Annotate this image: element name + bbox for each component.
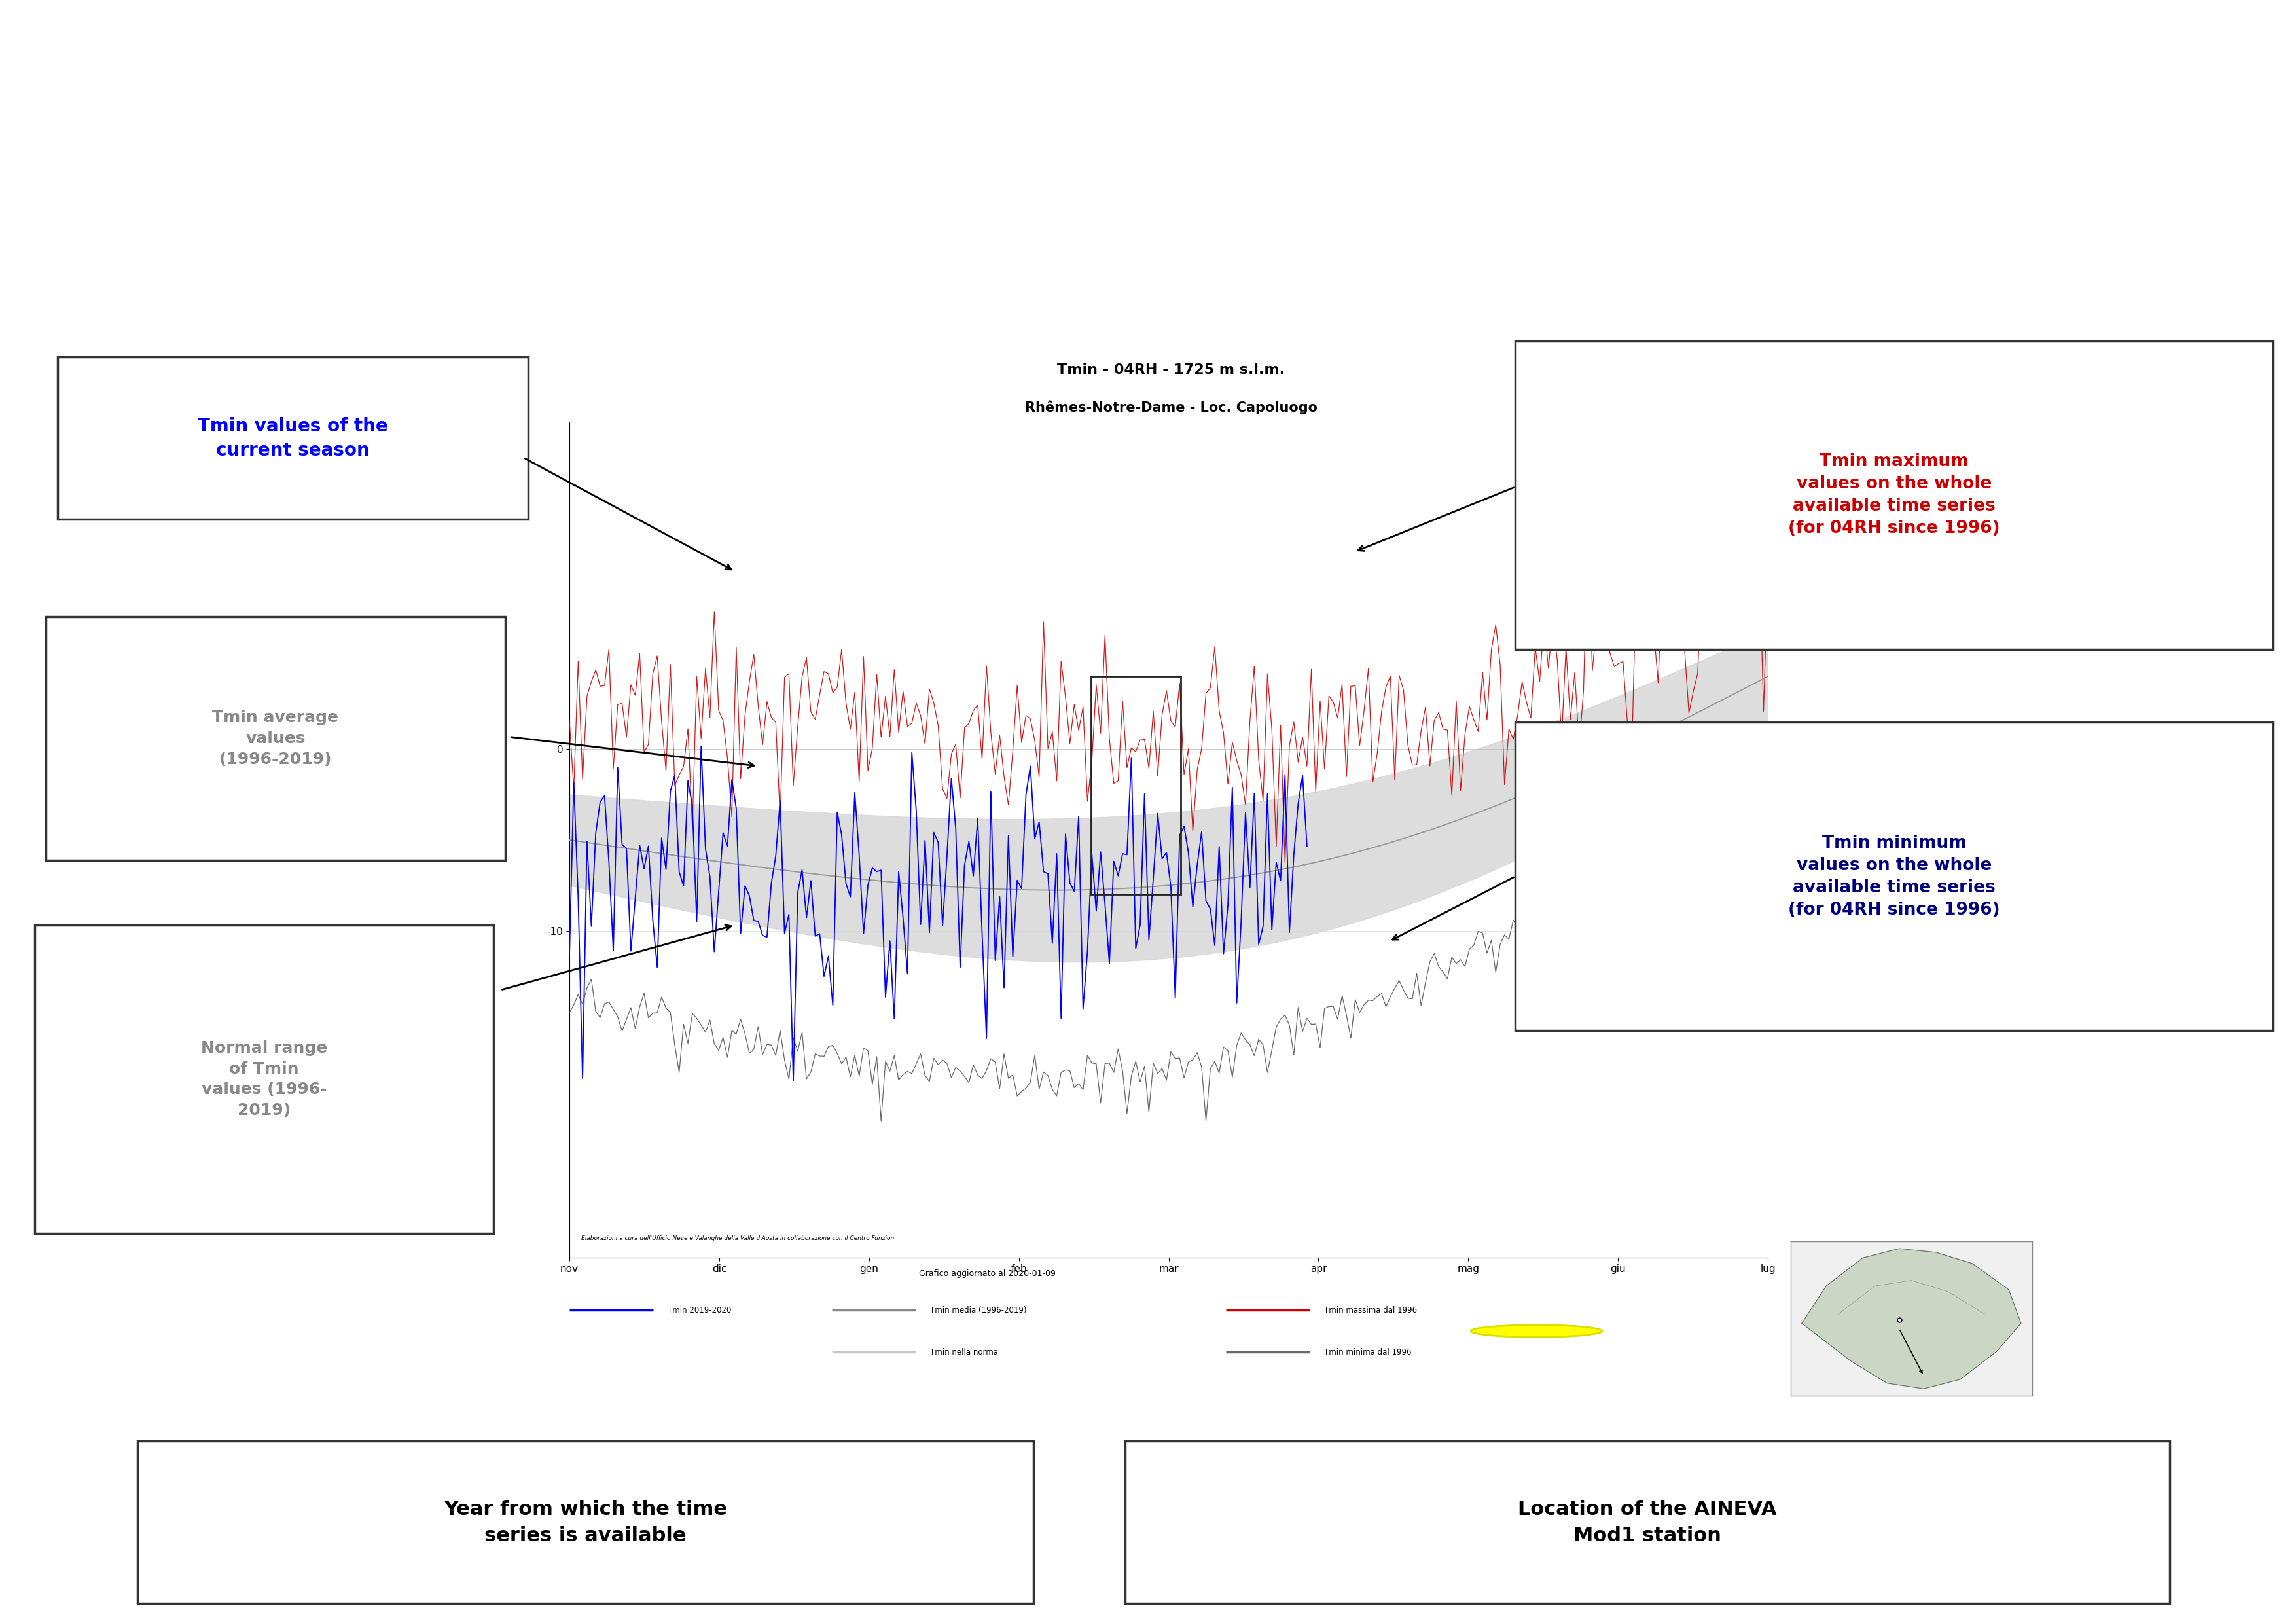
Text: Normal range
of Tmin
values (1996-
2019): Normal range of Tmin values (1996- 2019)	[200, 1040, 328, 1118]
Text: Elaborazioni a cura dell'Ufficio Neve e Valanghe della Valle d'Aosta in collabor: Elaborazioni a cura dell'Ufficio Neve e …	[581, 1235, 895, 1242]
Text: Tmin average
values
(1996-2019): Tmin average values (1996-2019)	[211, 709, 340, 768]
Text: Grafico aggiornato al 2020-01-09: Grafico aggiornato al 2020-01-09	[918, 1269, 1056, 1277]
Text: Tmin minima dal 1996: Tmin minima dal 1996	[1325, 1347, 1412, 1357]
Circle shape	[1472, 1324, 1603, 1337]
Text: Tmin minimum
values on the whole
available time series
(for 04RH since 1996): Tmin minimum values on the whole availab…	[1789, 834, 2000, 919]
Text: Location of the AINEVA
Mod1 station: Location of the AINEVA Mod1 station	[1518, 1500, 1777, 1545]
Text: Year from which the time
series is available: Year from which the time series is avail…	[443, 1500, 728, 1545]
Text: Rhêmes-Notre-Dame - Loc. Capoluogo: Rhêmes-Notre-Dame - Loc. Capoluogo	[1024, 401, 1318, 414]
Text: Tmin nella norma: Tmin nella norma	[930, 1347, 999, 1357]
Text: Tmin values of the
current season: Tmin values of the current season	[197, 417, 388, 459]
Polygon shape	[1802, 1248, 2020, 1389]
Text: Tmin media (1996-2019): Tmin media (1996-2019)	[930, 1307, 1026, 1315]
Text: Tmin massima dal 1996: Tmin massima dal 1996	[1325, 1307, 1417, 1315]
Text: Tmin maximum
values on the whole
available time series
(for 04RH since 1996): Tmin maximum values on the whole availab…	[1789, 453, 2000, 537]
Text: Tmin - 04RH - 1725 m s.l.m.: Tmin - 04RH - 1725 m s.l.m.	[1056, 364, 1286, 377]
Text: Tmin 2019-2020: Tmin 2019-2020	[668, 1307, 730, 1315]
Bar	[1091, 677, 1180, 894]
